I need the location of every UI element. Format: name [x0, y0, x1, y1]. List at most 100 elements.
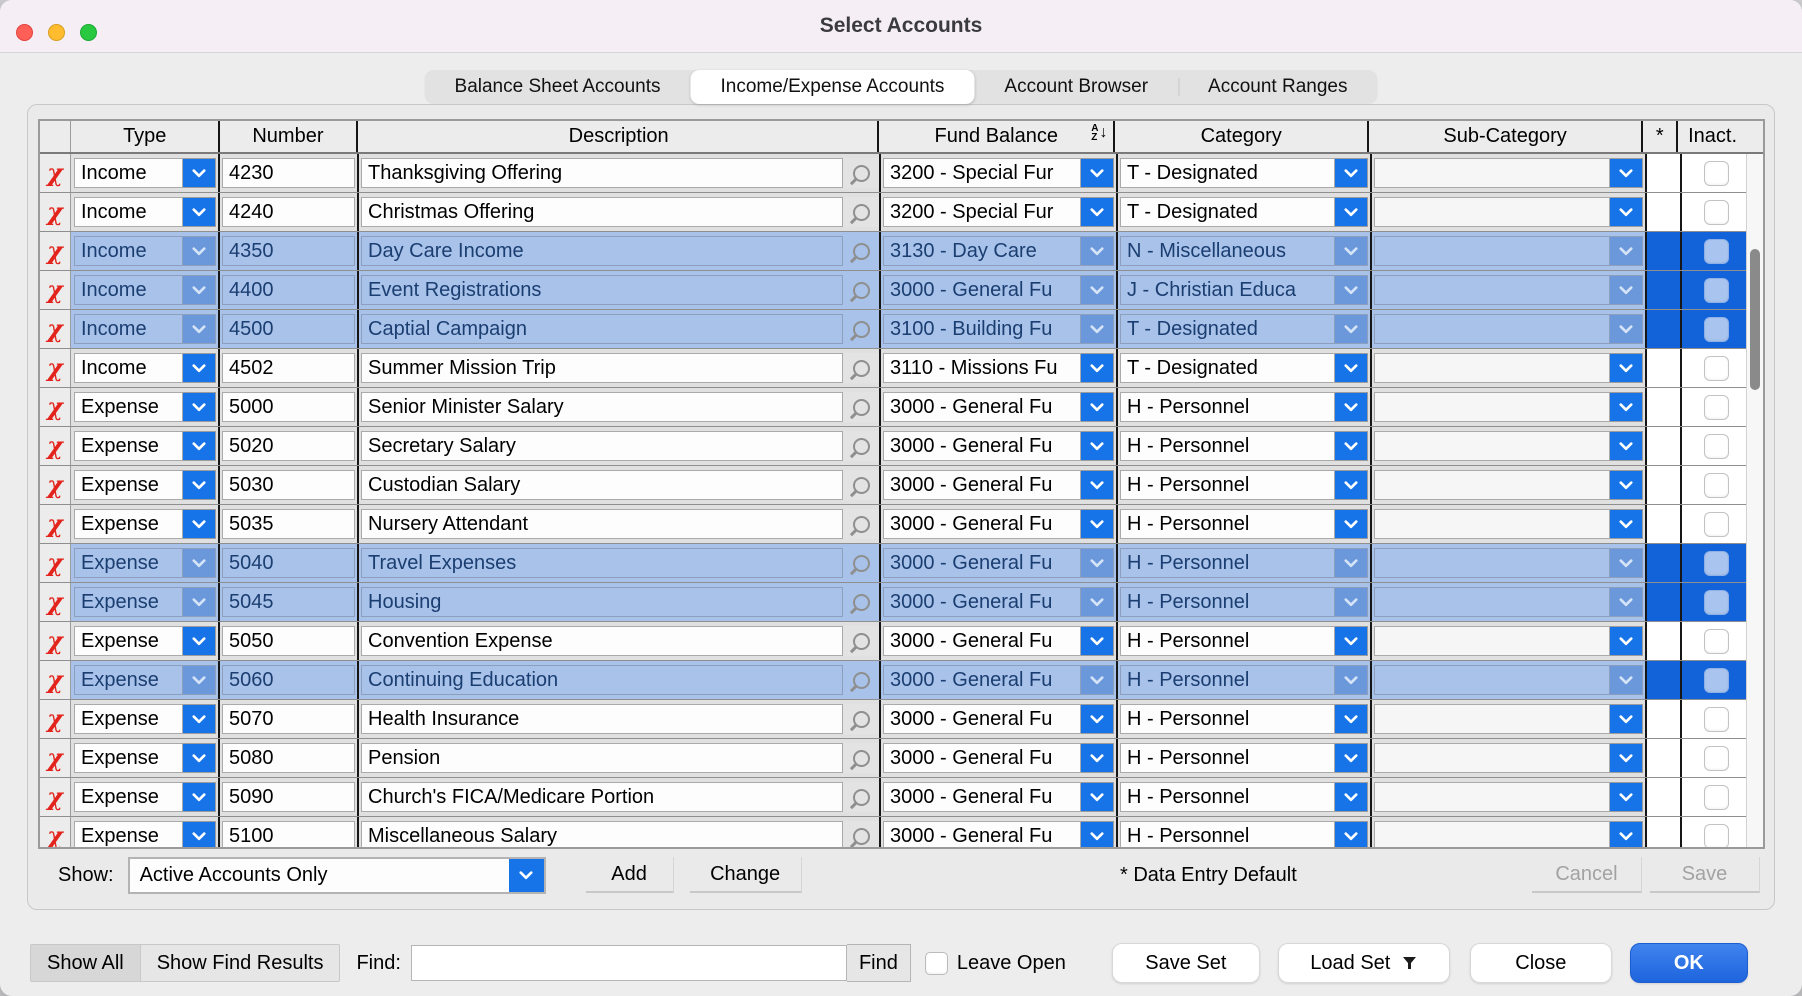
magnifier-icon[interactable]: [852, 398, 870, 416]
category-field[interactable]: J - Christian Educa: [1120, 275, 1335, 305]
delete-row-icon[interactable]: χ: [47, 158, 63, 187]
cancel-button[interactable]: Cancel: [1532, 857, 1642, 893]
inactive-checkbox[interactable]: [1704, 550, 1729, 576]
chevron-down-icon[interactable]: [1335, 665, 1368, 695]
chevron-down-icon[interactable]: [183, 353, 216, 383]
magnifier-icon[interactable]: [852, 710, 870, 728]
description-field[interactable]: Church's FICA/Medicare Portion: [361, 782, 843, 812]
data-entry-default-column-header[interactable]: *: [1643, 121, 1679, 152]
chevron-down-icon[interactable]: [1610, 236, 1643, 266]
chevron-down-icon[interactable]: [1610, 275, 1643, 305]
number-field[interactable]: 5030: [222, 470, 355, 500]
inactive-checkbox[interactable]: [1704, 745, 1729, 771]
chevron-down-icon[interactable]: [508, 858, 544, 892]
type-field[interactable]: Expense: [74, 587, 183, 617]
description-field[interactable]: Captial Campaign: [361, 314, 843, 344]
tab-income-expense-accounts[interactable]: Income/Expense Accounts: [690, 70, 975, 104]
sub-category-field[interactable]: [1374, 470, 1610, 500]
delete-row-icon[interactable]: χ: [47, 782, 63, 811]
sub-category-field[interactable]: [1374, 197, 1610, 227]
chevron-down-icon[interactable]: [1081, 353, 1114, 383]
lookup-zone[interactable]: [843, 743, 879, 773]
fund-balance-field[interactable]: 3110 - Missions Fu: [883, 353, 1081, 383]
vertical-scrollbar[interactable]: [1746, 154, 1763, 847]
data-entry-default-cell[interactable]: [1647, 427, 1682, 465]
data-entry-default-cell[interactable]: [1647, 622, 1682, 660]
inactive-checkbox[interactable]: [1704, 511, 1729, 537]
category-field[interactable]: H - Personnel: [1120, 782, 1335, 812]
fund-balance-field[interactable]: 3000 - General Fu: [883, 470, 1081, 500]
chevron-down-icon[interactable]: [1081, 548, 1114, 578]
fund-balance-field[interactable]: 3000 - General Fu: [883, 275, 1081, 305]
data-entry-default-cell[interactable]: [1647, 505, 1682, 543]
data-entry-default-cell[interactable]: [1647, 154, 1682, 192]
chevron-down-icon[interactable]: [1610, 197, 1643, 227]
tab-account-browser[interactable]: Account Browser: [1004, 76, 1149, 97]
chevron-down-icon[interactable]: [1610, 665, 1643, 695]
magnifier-icon[interactable]: [852, 593, 870, 611]
type-field[interactable]: Expense: [74, 470, 183, 500]
table-row[interactable]: χ Expense 5020 Secretary Salary 3000 - Gener…: [40, 427, 1751, 466]
data-entry-default-cell[interactable]: [1647, 466, 1682, 504]
description-field[interactable]: Travel Expenses: [361, 548, 843, 578]
inactive-checkbox[interactable]: [1704, 472, 1729, 498]
category-field[interactable]: H - Personnel: [1120, 392, 1335, 422]
tab-balance-sheet-accounts[interactable]: Balance Sheet Accounts: [454, 76, 661, 97]
chevron-down-icon[interactable]: [1610, 392, 1643, 422]
chevron-down-icon[interactable]: [1610, 353, 1643, 383]
fund-balance-field[interactable]: 3130 - Day Care: [883, 236, 1081, 266]
category-column-header[interactable]: Category: [1115, 121, 1369, 152]
table-row[interactable]: χ Expense 5030 Custodian Salary 3000 - Gener…: [40, 466, 1751, 505]
chevron-down-icon[interactable]: [1335, 704, 1368, 734]
data-entry-default-cell[interactable]: [1647, 271, 1682, 309]
data-entry-default-cell[interactable]: [1647, 544, 1682, 582]
number-field[interactable]: 5035: [222, 509, 355, 539]
description-field[interactable]: Summer Mission Trip: [361, 353, 843, 383]
category-field[interactable]: H - Personnel: [1120, 548, 1335, 578]
chevron-down-icon[interactable]: [1081, 782, 1114, 812]
fund-balance-field[interactable]: 3000 - General Fu: [883, 743, 1081, 773]
type-field[interactable]: Expense: [74, 821, 183, 847]
lookup-zone[interactable]: [843, 587, 879, 617]
chevron-down-icon[interactable]: [1610, 782, 1643, 812]
chevron-down-icon[interactable]: [183, 587, 216, 617]
delete-cell[interactable]: χ: [40, 505, 71, 543]
delete-row-icon[interactable]: χ: [47, 821, 63, 848]
chevron-down-icon[interactable]: [1335, 431, 1368, 461]
table-row[interactable]: χ Expense 5050 Convention Expense 3000 - Gen…: [40, 622, 1751, 661]
chevron-down-icon[interactable]: [1081, 626, 1114, 656]
sub-category-field[interactable]: [1374, 275, 1610, 305]
lookup-zone[interactable]: [843, 626, 879, 656]
chevron-down-icon[interactable]: [1335, 197, 1368, 227]
chevron-down-icon[interactable]: [183, 704, 216, 734]
chevron-down-icon[interactable]: [1610, 509, 1643, 539]
sub-category-field[interactable]: [1374, 236, 1610, 266]
chevron-down-icon[interactable]: [183, 743, 216, 773]
type-field[interactable]: Income: [74, 236, 183, 266]
sub-category-field[interactable]: [1374, 587, 1610, 617]
table-row[interactable]: χ Income 4400 Event Registrations 3000 - Gen…: [40, 271, 1751, 310]
delete-row-icon[interactable]: χ: [47, 431, 63, 460]
magnifier-icon[interactable]: [852, 554, 870, 572]
data-entry-default-cell[interactable]: [1647, 583, 1682, 621]
delete-cell[interactable]: χ: [40, 544, 71, 582]
fund-balance-field[interactable]: 3000 - General Fu: [883, 587, 1081, 617]
chevron-down-icon[interactable]: [183, 665, 216, 695]
chevron-down-icon[interactable]: [1335, 470, 1368, 500]
table-row[interactable]: χ Expense 5000 Senior Minister Salary 3000 -…: [40, 388, 1751, 427]
chevron-down-icon[interactable]: [1610, 314, 1643, 344]
chevron-down-icon[interactable]: [1081, 314, 1114, 344]
delete-cell[interactable]: χ: [40, 388, 71, 426]
category-field[interactable]: H - Personnel: [1120, 587, 1335, 617]
chevron-down-icon[interactable]: [183, 509, 216, 539]
delete-row-icon[interactable]: χ: [47, 509, 63, 538]
chevron-down-icon[interactable]: [1335, 509, 1368, 539]
category-field[interactable]: H - Personnel: [1120, 626, 1335, 656]
sub-category-field[interactable]: [1374, 626, 1610, 656]
delete-row-icon[interactable]: χ: [47, 626, 63, 655]
chevron-down-icon[interactable]: [1610, 587, 1643, 617]
description-field[interactable]: Day Care Income: [361, 236, 843, 266]
lookup-zone[interactable]: [843, 665, 879, 695]
table-row[interactable]: χ Income 4350 Day Care Income 3130 - Day Car…: [40, 232, 1751, 271]
table-row[interactable]: χ Expense 5080 Pension 3000 - General Fu H - …: [40, 739, 1751, 778]
